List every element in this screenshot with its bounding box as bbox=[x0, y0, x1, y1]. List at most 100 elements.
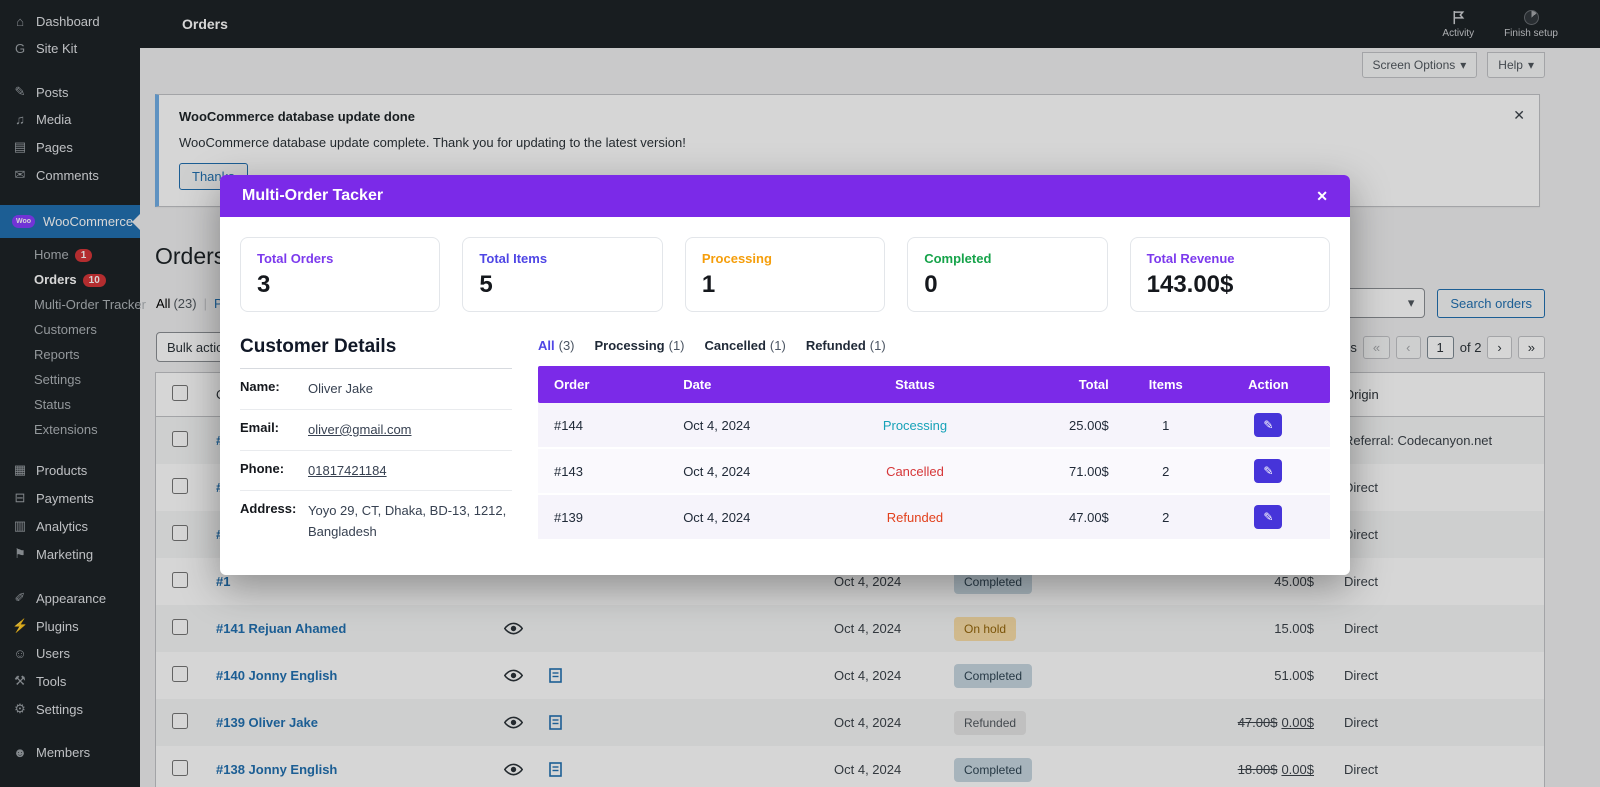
row-checkbox[interactable] bbox=[172, 760, 188, 776]
sidebar-label: Analytics bbox=[36, 518, 89, 534]
column-header-origin[interactable]: Origin bbox=[1344, 387, 1379, 402]
notice-message: WooCommerce database update complete. Th… bbox=[179, 135, 686, 150]
sidebar-subitem-orders[interactable]: Orders 10 bbox=[0, 267, 140, 292]
customer-address-row: Address: Yoyo 29, CT, Dhaka, BD-13, 1212… bbox=[240, 491, 512, 552]
select-all-checkbox[interactable] bbox=[172, 385, 188, 401]
finish-setup-button[interactable]: Finish setup bbox=[1504, 9, 1558, 39]
column-header-items: Items bbox=[1148, 377, 1183, 392]
sidebar-item-appearance[interactable]: ✐ Appearance bbox=[0, 584, 140, 612]
tools-icon: ⚒ bbox=[14, 673, 26, 688]
order-link[interactable]: #141 Rejuan Ahamed bbox=[216, 621, 347, 636]
modal-order-row: #144 Oct 4, 2024 Processing 25.00$ 1 ✎ bbox=[538, 403, 1330, 449]
row-checkbox[interactable] bbox=[172, 713, 188, 729]
status-badge: On hold bbox=[954, 616, 1017, 641]
stat-card-total-orders: Total Orders 3 bbox=[240, 237, 441, 312]
invoice-icon[interactable] bbox=[549, 668, 562, 683]
order-link[interactable]: #139 Oliver Jake bbox=[216, 715, 318, 730]
screen-options-button[interactable]: Screen Options ▾ bbox=[1361, 52, 1478, 78]
sidebar-item-tools[interactable]: ⚒ Tools bbox=[0, 667, 140, 695]
modal-table-header: Order Date Status Total Items Action bbox=[538, 366, 1330, 403]
sidebar-subitem-customers[interactable]: Customers bbox=[34, 322, 97, 337]
customer-details-heading: Customer Details bbox=[240, 336, 512, 369]
edit-order-button[interactable]: ✎ bbox=[1254, 505, 1283, 529]
sidebar-item-pages[interactable]: ▤ Pages bbox=[0, 133, 140, 161]
edit-order-button[interactable]: ✎ bbox=[1254, 413, 1283, 437]
sidebar-item-dashboard[interactable]: ⌂ Dashboard bbox=[0, 8, 140, 35]
stat-value: 5 bbox=[479, 271, 493, 298]
preview-eye-icon[interactable] bbox=[504, 763, 523, 776]
sidebar-subitem-multi-order-tracker[interactable]: Multi-Order Tracker bbox=[34, 297, 146, 312]
pagination-prev-button[interactable]: ‹ bbox=[1396, 335, 1421, 359]
sidebar-item-payments[interactable]: ⊟ Payments bbox=[0, 484, 140, 512]
edit-order-button[interactable]: ✎ bbox=[1254, 459, 1283, 483]
tab-processing[interactable]: Processing (1) bbox=[594, 338, 685, 353]
sidebar-item-comments[interactable]: ✉ Comments bbox=[0, 161, 140, 189]
order-origin: Direct bbox=[1344, 668, 1378, 683]
sidebar-label: Tools bbox=[36, 673, 67, 689]
row-checkbox[interactable] bbox=[172, 619, 188, 635]
sidebar-item-site-kit[interactable]: G Site Kit bbox=[0, 35, 140, 62]
stat-card-processing: Processing 1 bbox=[684, 237, 886, 312]
sidebar-item-members[interactable]: ☻ Members bbox=[0, 739, 140, 766]
sidebar-item-posts[interactable]: ✎ Posts bbox=[0, 78, 140, 106]
sidebar-item-media[interactable]: ♫ Media bbox=[0, 106, 140, 133]
sidebar-subitem-status[interactable]: Status bbox=[34, 397, 71, 412]
order-date: Oct 4, 2024 bbox=[834, 668, 902, 683]
sidebar-subitem-extensions[interactable]: Extensions bbox=[34, 422, 98, 437]
invoice-icon[interactable] bbox=[549, 715, 562, 730]
preview-eye-icon[interactable] bbox=[504, 669, 523, 682]
order-row: #140 Jonny English Oct 4, 2024 Completed… bbox=[156, 652, 1544, 699]
marketing-icon: ⚑ bbox=[14, 546, 26, 561]
sidebar-subitem-reports[interactable]: Reports bbox=[34, 347, 80, 362]
tab-cancelled[interactable]: Cancelled (1) bbox=[704, 338, 786, 353]
row-checkbox[interactable] bbox=[172, 478, 188, 494]
pagination-last-button[interactable]: » bbox=[1517, 335, 1545, 359]
pagination-next-button[interactable]: › bbox=[1487, 335, 1512, 359]
activity-button[interactable]: Activity bbox=[1442, 10, 1474, 39]
sidebar-item-plugins[interactable]: ⚡ Plugins bbox=[0, 612, 140, 640]
invoice-icon[interactable] bbox=[549, 762, 562, 777]
order-link[interactable]: #1 bbox=[216, 574, 231, 589]
customer-email-link[interactable]: oliver@gmail.com bbox=[308, 421, 412, 437]
column-header-action: Action bbox=[1248, 377, 1289, 392]
preview-eye-icon[interactable] bbox=[504, 716, 523, 729]
pagination-current-page[interactable]: 1 bbox=[1426, 335, 1454, 359]
sidebar-item-analytics[interactable]: ▥ Analytics bbox=[0, 512, 140, 540]
tab-refunded[interactable]: Refunded (1) bbox=[805, 338, 886, 353]
filter-all[interactable]: All (23) bbox=[156, 295, 197, 311]
order-link[interactable]: #138 Jonny English bbox=[216, 762, 338, 777]
order-total: 0.00$ bbox=[1281, 762, 1314, 777]
payments-icon: ⊟ bbox=[14, 490, 26, 505]
row-checkbox[interactable] bbox=[172, 572, 188, 588]
sidebar-item-woocommerce[interactable]: Woo WooCommerce bbox=[0, 205, 140, 238]
row-checkbox[interactable] bbox=[172, 525, 188, 541]
help-button[interactable]: Help ▾ bbox=[1487, 52, 1545, 78]
search-orders-button[interactable]: Search orders bbox=[1437, 288, 1545, 318]
order-row: #138 Jonny English Oct 4, 2024 Completed… bbox=[156, 746, 1544, 787]
sidebar-item-marketing[interactable]: ⚑ Marketing bbox=[0, 540, 140, 568]
row-checkbox[interactable] bbox=[172, 431, 188, 447]
order-total: 25.00$ bbox=[1069, 417, 1109, 433]
modal-orders-table: Order Date Status Total Items Action #14… bbox=[538, 366, 1330, 541]
order-items-count: 2 bbox=[1162, 463, 1170, 479]
notice-close-icon[interactable]: ✕ bbox=[1513, 107, 1525, 123]
customer-phone-link[interactable]: 01817421184 bbox=[308, 462, 387, 478]
pagination-first-button[interactable]: « bbox=[1362, 335, 1391, 359]
modal-close-icon[interactable]: ✕ bbox=[1316, 187, 1328, 204]
sidebar-item-settings[interactable]: ⚙ Settings bbox=[0, 695, 140, 723]
order-total: 45.00$ bbox=[1274, 574, 1314, 589]
topbar-page-title: Orders bbox=[182, 16, 228, 32]
sidebar-item-products[interactable]: ▦ Products bbox=[0, 456, 140, 484]
modal-order-row: #143 Oct 4, 2024 Cancelled 71.00$ 2 ✎ bbox=[538, 449, 1330, 495]
order-date: Oct 4, 2024 bbox=[834, 621, 902, 636]
row-checkbox[interactable] bbox=[172, 666, 188, 682]
sidebar-subitem-home[interactable]: Home 1 bbox=[0, 242, 140, 267]
order-link[interactable]: #140 Jonny English bbox=[216, 668, 338, 683]
modal-title: Multi-Order Tacker bbox=[242, 187, 384, 204]
woocommerce-submenu: Home 1 Orders 10 Multi-Order Tracker Custo… bbox=[0, 238, 146, 452]
sidebar-subitem-settings[interactable]: Settings bbox=[34, 372, 81, 387]
tab-all[interactable]: All (3) bbox=[538, 338, 575, 353]
preview-eye-icon[interactable] bbox=[504, 622, 523, 635]
pages-icon: ▤ bbox=[13, 139, 27, 154]
sidebar-item-users[interactable]: ☺ Users bbox=[0, 640, 140, 667]
